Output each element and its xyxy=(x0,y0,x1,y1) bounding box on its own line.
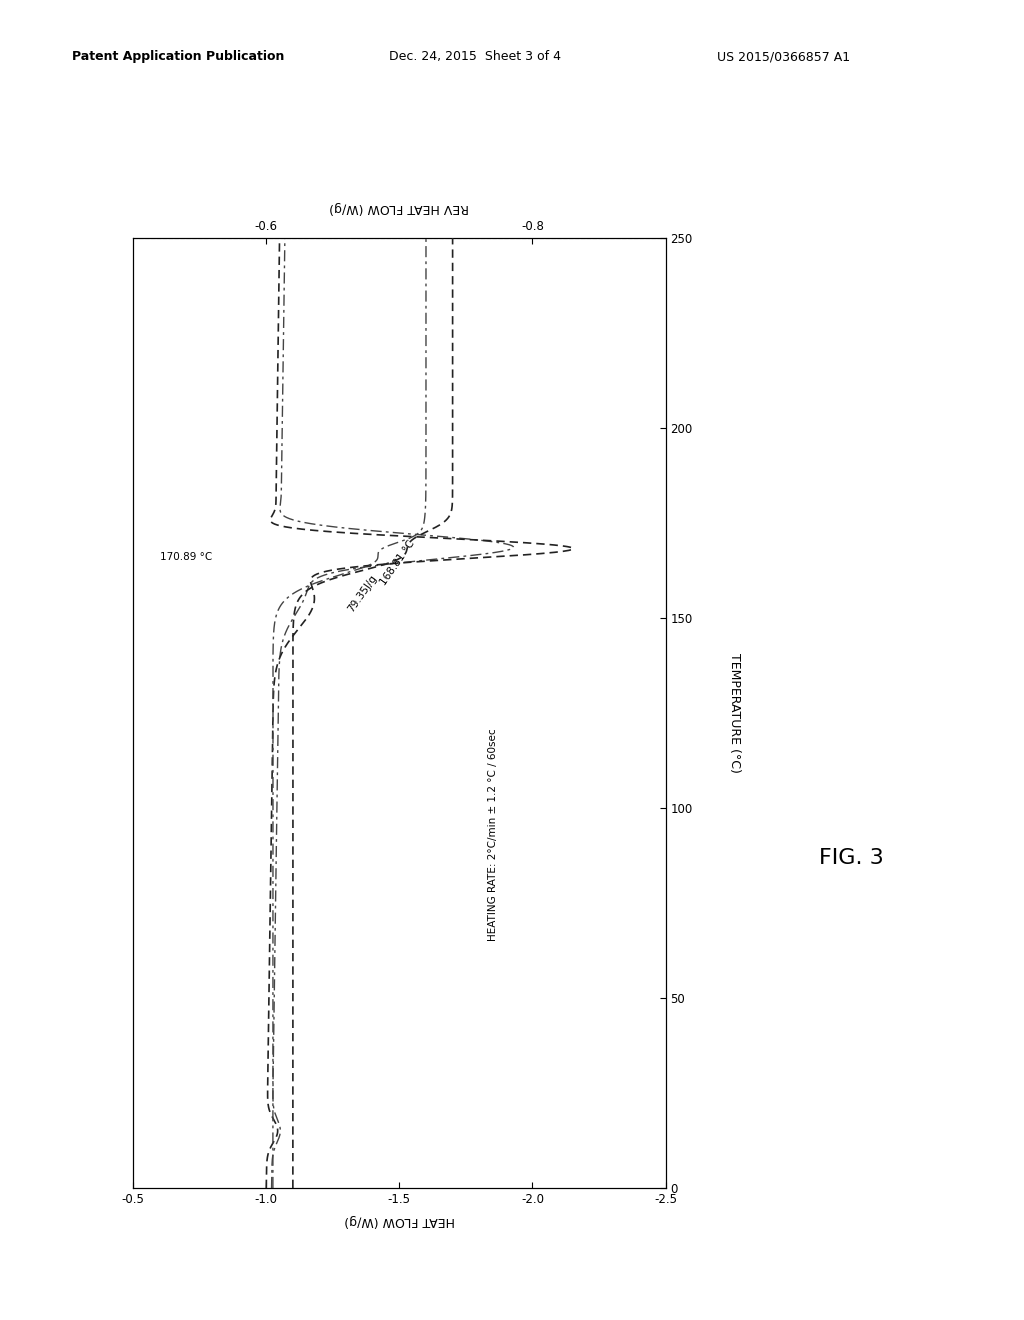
Text: 168.81 °C: 168.81 °C xyxy=(378,539,417,587)
Text: Patent Application Publication: Patent Application Publication xyxy=(72,50,284,63)
Y-axis label: TEMPERATURE (°C): TEMPERATURE (°C) xyxy=(728,653,741,772)
X-axis label: HEAT FLOW (W/g): HEAT FLOW (W/g) xyxy=(344,1214,455,1228)
Text: 170.89 °C: 170.89 °C xyxy=(160,552,212,562)
Text: Dec. 24, 2015  Sheet 3 of 4: Dec. 24, 2015 Sheet 3 of 4 xyxy=(389,50,561,63)
Text: US 2015/0366857 A1: US 2015/0366857 A1 xyxy=(717,50,850,63)
Text: FIG. 3: FIG. 3 xyxy=(819,847,884,869)
X-axis label: REV HEAT FLOW (W/g): REV HEAT FLOW (W/g) xyxy=(330,202,469,214)
Text: 79.35J/g: 79.35J/g xyxy=(346,573,379,614)
Text: HEATING RATE: 2°C/min ± 1.2 °C / 60sec: HEATING RATE: 2°C/min ± 1.2 °C / 60sec xyxy=(487,729,498,941)
